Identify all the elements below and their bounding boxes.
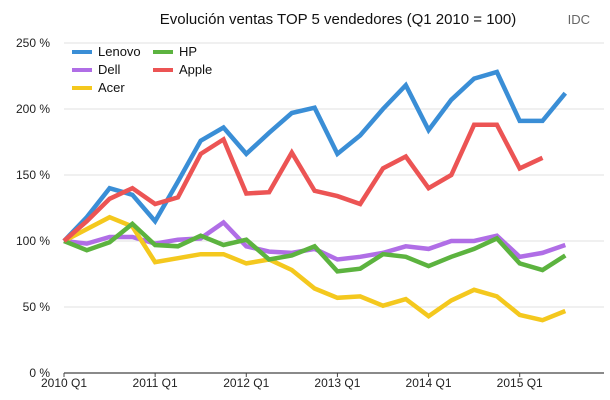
series-line-lenovo [62, 69, 568, 243]
y-tick-label: 0 % [29, 366, 50, 380]
series-layer [62, 69, 568, 323]
x-tick-label: 2011 Q1 [133, 376, 178, 390]
y-tick-label: 200 % [16, 102, 50, 116]
legend: Lenovo Dell Acer HP Apple [72, 44, 212, 95]
chart-title: Evolución ventas TOP 5 vendedores (Q1 20… [160, 11, 516, 28]
x-tick-label: 2015 Q1 [497, 376, 543, 390]
legend-label-lenovo: Lenovo [98, 44, 141, 59]
x-tick-label: 2013 Q1 [314, 376, 360, 390]
y-tick-label: 50 % [23, 300, 51, 314]
source-label: IDC [568, 12, 590, 27]
legend-label-apple: Apple [179, 62, 212, 77]
series-line-acer [62, 214, 567, 323]
axes: 0 % 50 % 100 % 150 % 200 % 250 % 2010 Q1 2011 Q… [16, 36, 543, 390]
x-tick-label: 2014 Q1 [406, 376, 452, 390]
x-tick-label: 2010 Q1 [41, 376, 87, 390]
legend-label-dell: Dell [98, 62, 121, 77]
y-tick-label: 100 % [16, 234, 50, 248]
series-line-hp [63, 220, 567, 274]
legend-label-hp: HP [179, 44, 197, 59]
y-tick-label: 150 % [16, 168, 50, 182]
legend-label-acer: Acer [98, 80, 125, 95]
y-tick-label: 250 % [16, 36, 50, 50]
series-line-apple [62, 122, 544, 243]
x-tick-label: 2012 Q1 [223, 376, 269, 390]
